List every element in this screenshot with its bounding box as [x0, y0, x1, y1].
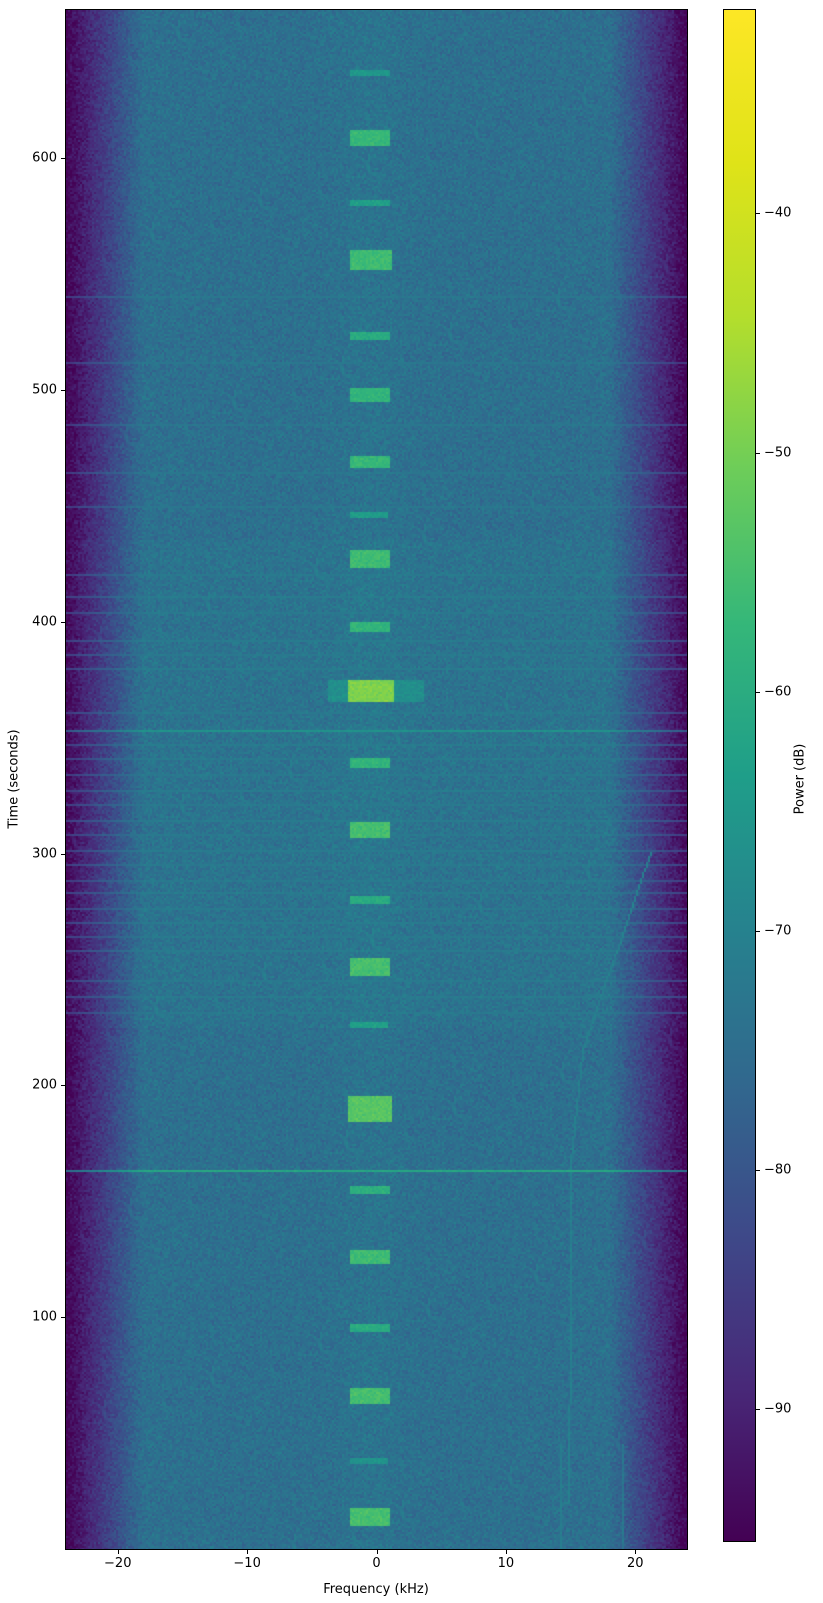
- y-tick: [61, 853, 65, 855]
- x-tick-label: −10: [233, 1556, 261, 1571]
- colorbar-tick: [756, 930, 760, 932]
- y-tick: [61, 621, 65, 623]
- y-tick: [61, 1317, 65, 1319]
- y-tick-label: 600: [32, 150, 57, 166]
- y-tick: [61, 390, 65, 392]
- x-tick-label: 20: [626, 1556, 644, 1571]
- colorbar: [723, 9, 756, 1542]
- colorbar-tick-label: −70: [764, 923, 792, 939]
- x-tick-label: −20: [104, 1556, 132, 1571]
- colorbar-tick: [756, 1409, 760, 1411]
- colorbar-tick: [756, 691, 760, 693]
- x-tick: [635, 1550, 637, 1554]
- colorbar-label: Power (dB): [792, 743, 808, 815]
- colorbar-tick-label: −90: [764, 1401, 792, 1417]
- y-axis-label: Time (seconds): [6, 729, 22, 829]
- colorbar-tick: [756, 213, 760, 215]
- x-tick: [117, 1550, 119, 1554]
- plot-area: [65, 9, 688, 1550]
- colorbar-gradient: [724, 10, 755, 1541]
- colorbar-tick-label: −80: [764, 1162, 792, 1178]
- y-tick-label: 500: [32, 382, 57, 398]
- spectrogram-heatmap: [66, 10, 687, 1549]
- colorbar-tick-label: −40: [764, 205, 792, 221]
- colorbar-tick-label: −60: [764, 684, 792, 700]
- x-tick: [247, 1550, 249, 1554]
- x-tick: [505, 1550, 507, 1554]
- y-tick: [61, 1085, 65, 1087]
- colorbar-tick-label: −50: [764, 445, 792, 461]
- y-tick-label: 200: [32, 1077, 57, 1093]
- y-tick-label: 100: [32, 1309, 57, 1325]
- colorbar-tick: [756, 452, 760, 454]
- x-axis-label: Frequency (kHz): [323, 1582, 429, 1597]
- colorbar-tick: [756, 1170, 760, 1172]
- y-tick-label: 400: [32, 614, 57, 630]
- y-tick: [61, 158, 65, 160]
- x-tick: [376, 1550, 378, 1554]
- x-tick-label: 10: [497, 1556, 515, 1571]
- y-tick-label: 300: [32, 846, 57, 862]
- x-tick-label: 0: [372, 1556, 381, 1571]
